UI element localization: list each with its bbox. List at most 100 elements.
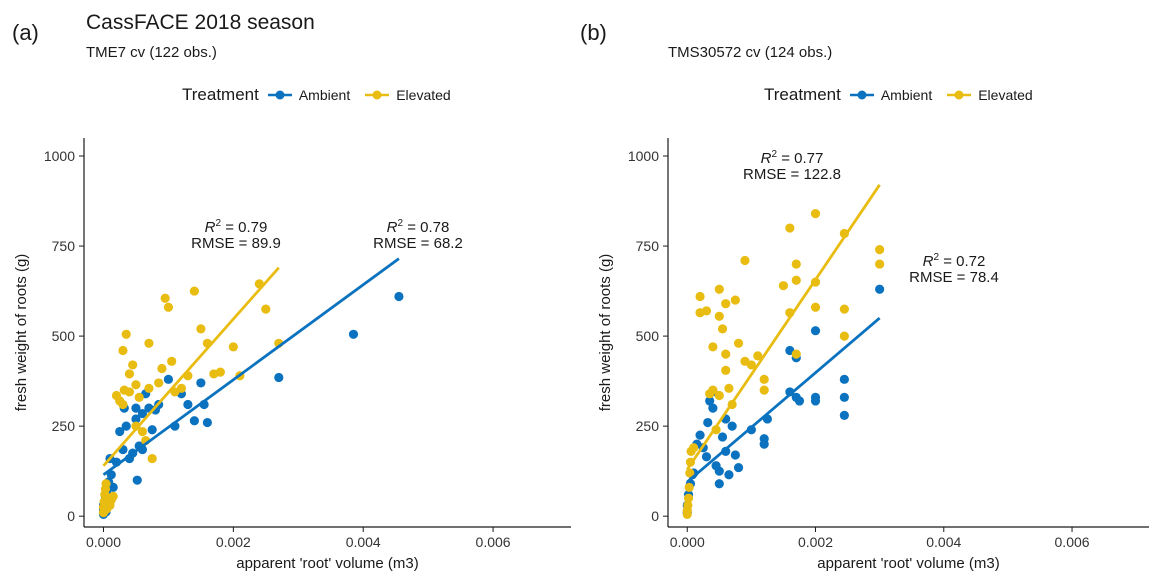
point-ambient: [196, 378, 206, 388]
fit-line-ambient: [102, 257, 400, 476]
y-tick-label: 750: [636, 238, 660, 254]
point-elevated: [118, 399, 128, 410]
point-ambient: [733, 462, 744, 473]
legend: Treatment Ambient Elevated: [182, 85, 465, 105]
point-ambient: [727, 421, 737, 431]
r2-label-ambient: R2 = 0.78: [387, 218, 450, 236]
legend-item-elevated: Elevated: [364, 87, 451, 103]
y-tick-label: 0: [651, 508, 659, 524]
chart-subtitle: TMS30572 cv (124 obs.): [668, 44, 833, 61]
point-elevated: [740, 255, 750, 266]
legend-label-ambient: Ambient: [880, 87, 933, 103]
x-tick-label: 0.006: [1055, 534, 1090, 550]
panel-a: (a) CassFACE 2018 season TME7 cv (122 ob…: [12, 11, 571, 572]
point-elevated: [144, 338, 154, 348]
fit-line-elevated: [102, 266, 280, 467]
legend-title: Treatment: [182, 85, 259, 104]
point-elevated: [714, 311, 724, 321]
point-elevated: [875, 245, 885, 255]
point-ambient: [163, 374, 174, 384]
point-elevated: [778, 281, 789, 291]
point-ambient: [132, 475, 142, 485]
point-ambient: [189, 416, 199, 426]
point-ambient: [839, 392, 849, 402]
chart-title: CassFACE 2018 season: [86, 11, 315, 34]
point-elevated: [196, 324, 206, 334]
r2-label-ambient: R2 = 0.72: [923, 252, 986, 270]
x-tick-label: 0.002: [798, 534, 833, 550]
point-elevated: [695, 291, 705, 302]
point-elevated: [759, 385, 769, 395]
point-elevated: [714, 390, 724, 401]
x-tick-label: 0.004: [346, 534, 381, 550]
point-elevated: [124, 369, 135, 379]
fit-line-ambient: [686, 317, 881, 484]
panel-b: (b) TMS30572 cv (124 obs.) Treatment Amb…: [576, 0, 1153, 578]
point-elevated: [708, 385, 718, 395]
point-ambient: [202, 417, 212, 428]
point-ambient: [724, 470, 734, 480]
point-ambient: [131, 414, 141, 424]
r2-label-elevated: R2 = 0.77: [761, 149, 824, 167]
point-elevated: [839, 331, 849, 341]
point-ambient: [839, 410, 849, 420]
point-elevated: [717, 324, 728, 334]
point-elevated: [176, 383, 186, 393]
point-elevated: [721, 299, 731, 309]
point-ambient: [708, 403, 718, 413]
point-elevated: [791, 275, 801, 285]
point-elevated: [733, 338, 744, 348]
point-elevated: [759, 374, 769, 384]
point-elevated: [714, 284, 724, 294]
y-tick-label: 250: [52, 418, 76, 434]
point-elevated: [160, 293, 170, 303]
point-ambient: [839, 374, 849, 384]
y-tick-label: 750: [52, 238, 76, 254]
point-elevated: [753, 351, 763, 361]
legend-item-elevated: Elevated: [946, 87, 1033, 103]
point-ambient: [348, 329, 359, 339]
point-ambient: [714, 479, 724, 489]
point-ambient: [703, 417, 713, 428]
point-ambient: [147, 425, 157, 435]
y-tick-label: 500: [636, 328, 660, 344]
y-axis-label: fresh weight of roots (g): [13, 254, 30, 412]
y-tick-label: 500: [52, 328, 76, 344]
point-ambient: [746, 425, 756, 435]
x-tick-label: 0.000: [670, 534, 705, 550]
legend-key-ambient-icon: [267, 90, 292, 100]
point-ambient: [108, 482, 118, 492]
x-axis-label: apparent 'root' volume (m3): [817, 555, 999, 572]
y-axis-label: fresh weight of roots (g): [597, 254, 614, 412]
legend: Treatment Ambient Elevated: [764, 85, 1047, 105]
point-ambient: [794, 396, 805, 406]
point-elevated: [108, 491, 118, 501]
point-elevated: [875, 259, 885, 269]
point-ambient: [695, 430, 705, 440]
point-ambient: [121, 421, 131, 431]
point-elevated: [701, 306, 712, 316]
r2-label-elevated: R2 = 0.79: [205, 218, 268, 236]
point-elevated: [746, 360, 756, 370]
point-elevated: [228, 342, 238, 352]
legend-key-elevated-icon: [947, 90, 972, 100]
point-ambient: [115, 426, 125, 437]
point-ambient: [810, 326, 821, 336]
rmse-label-ambient: RMSE = 68.2: [373, 235, 463, 252]
point-ambient: [394, 291, 404, 302]
scatter-plot-b: 0 250 500 750 1000 0.000 0.002 0.004 0.006 appare…: [597, 138, 1149, 572]
point-elevated: [684, 482, 694, 492]
y-tick-label: 0: [67, 508, 75, 524]
point-ambient: [810, 396, 821, 406]
y-tick-label: 1000: [628, 148, 659, 164]
rmse-label-elevated: RMSE = 122.8: [743, 166, 841, 183]
rmse-label-elevated: RMSE = 89.9: [191, 235, 281, 252]
point-elevated: [689, 443, 699, 453]
point-elevated: [810, 209, 821, 219]
point-elevated: [131, 380, 141, 390]
point-elevated: [810, 302, 821, 312]
y-tick-label: 1000: [44, 148, 75, 164]
scatter-plot-a: 0 250 500 750 1000 0.000 0.002 0.004 0.006 appare…: [13, 138, 571, 572]
chart-subtitle: TME7 cv (122 obs.): [86, 44, 217, 61]
point-elevated: [785, 223, 795, 233]
